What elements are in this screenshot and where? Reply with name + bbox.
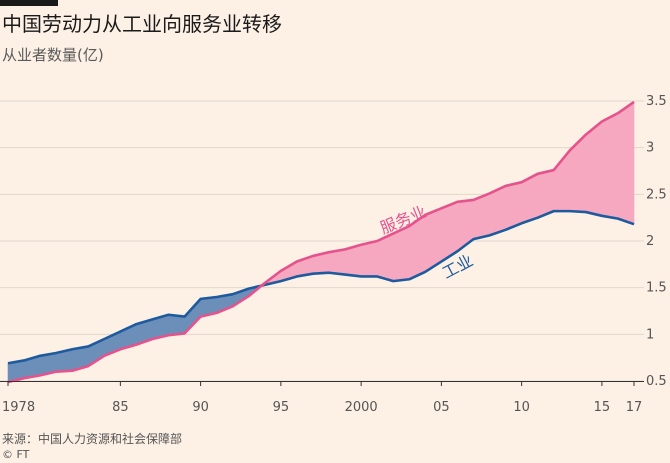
area-band-segment <box>168 314 185 336</box>
area-band-segment <box>537 169 555 219</box>
series-line-industry <box>7 209 635 365</box>
area-band-segment <box>360 240 378 277</box>
x-tick-label: 1978 <box>2 400 35 415</box>
y-tick-label: 3 <box>646 141 654 156</box>
source-note: 来源：中国人力资源和社会保障部 <box>2 432 183 446</box>
brand-bar <box>0 0 58 6</box>
area-band-segment <box>505 181 522 231</box>
x-tick-label: 95 <box>273 400 290 415</box>
y-tick-label: 2 <box>646 234 654 249</box>
area-band-segment <box>392 225 410 282</box>
y-tick-label: 1 <box>646 327 654 342</box>
x-tick-label: 85 <box>112 400 129 415</box>
y-tick-label: 2.5 <box>646 187 667 202</box>
series-line-services <box>7 100 635 384</box>
area-band-segment <box>457 199 474 252</box>
credit-note: © FT <box>2 448 30 461</box>
y-tick-label: 0.5 <box>646 374 667 389</box>
area-band-segment <box>585 120 603 217</box>
x-tick-label: 15 <box>594 400 611 415</box>
chart-subtitle: 从业者数量(亿) <box>2 46 104 64</box>
area-band-segment <box>601 112 619 219</box>
area-band-segment <box>184 298 201 335</box>
y-tick-label: 3.5 <box>646 94 667 109</box>
x-tick-label: 2000 <box>345 400 378 415</box>
x-tick-label: 10 <box>513 400 530 415</box>
area-band-segment <box>569 133 587 213</box>
y-tick-label: 1.5 <box>646 281 667 296</box>
chart-title: 中国劳动力从工业向服务业转移 <box>2 12 282 36</box>
x-tick-label: 17 <box>626 400 643 415</box>
area-band-segment <box>328 249 346 275</box>
x-tick-label: 05 <box>433 400 450 415</box>
x-tick-label: 90 <box>192 400 209 415</box>
area-band-segment <box>617 101 635 225</box>
